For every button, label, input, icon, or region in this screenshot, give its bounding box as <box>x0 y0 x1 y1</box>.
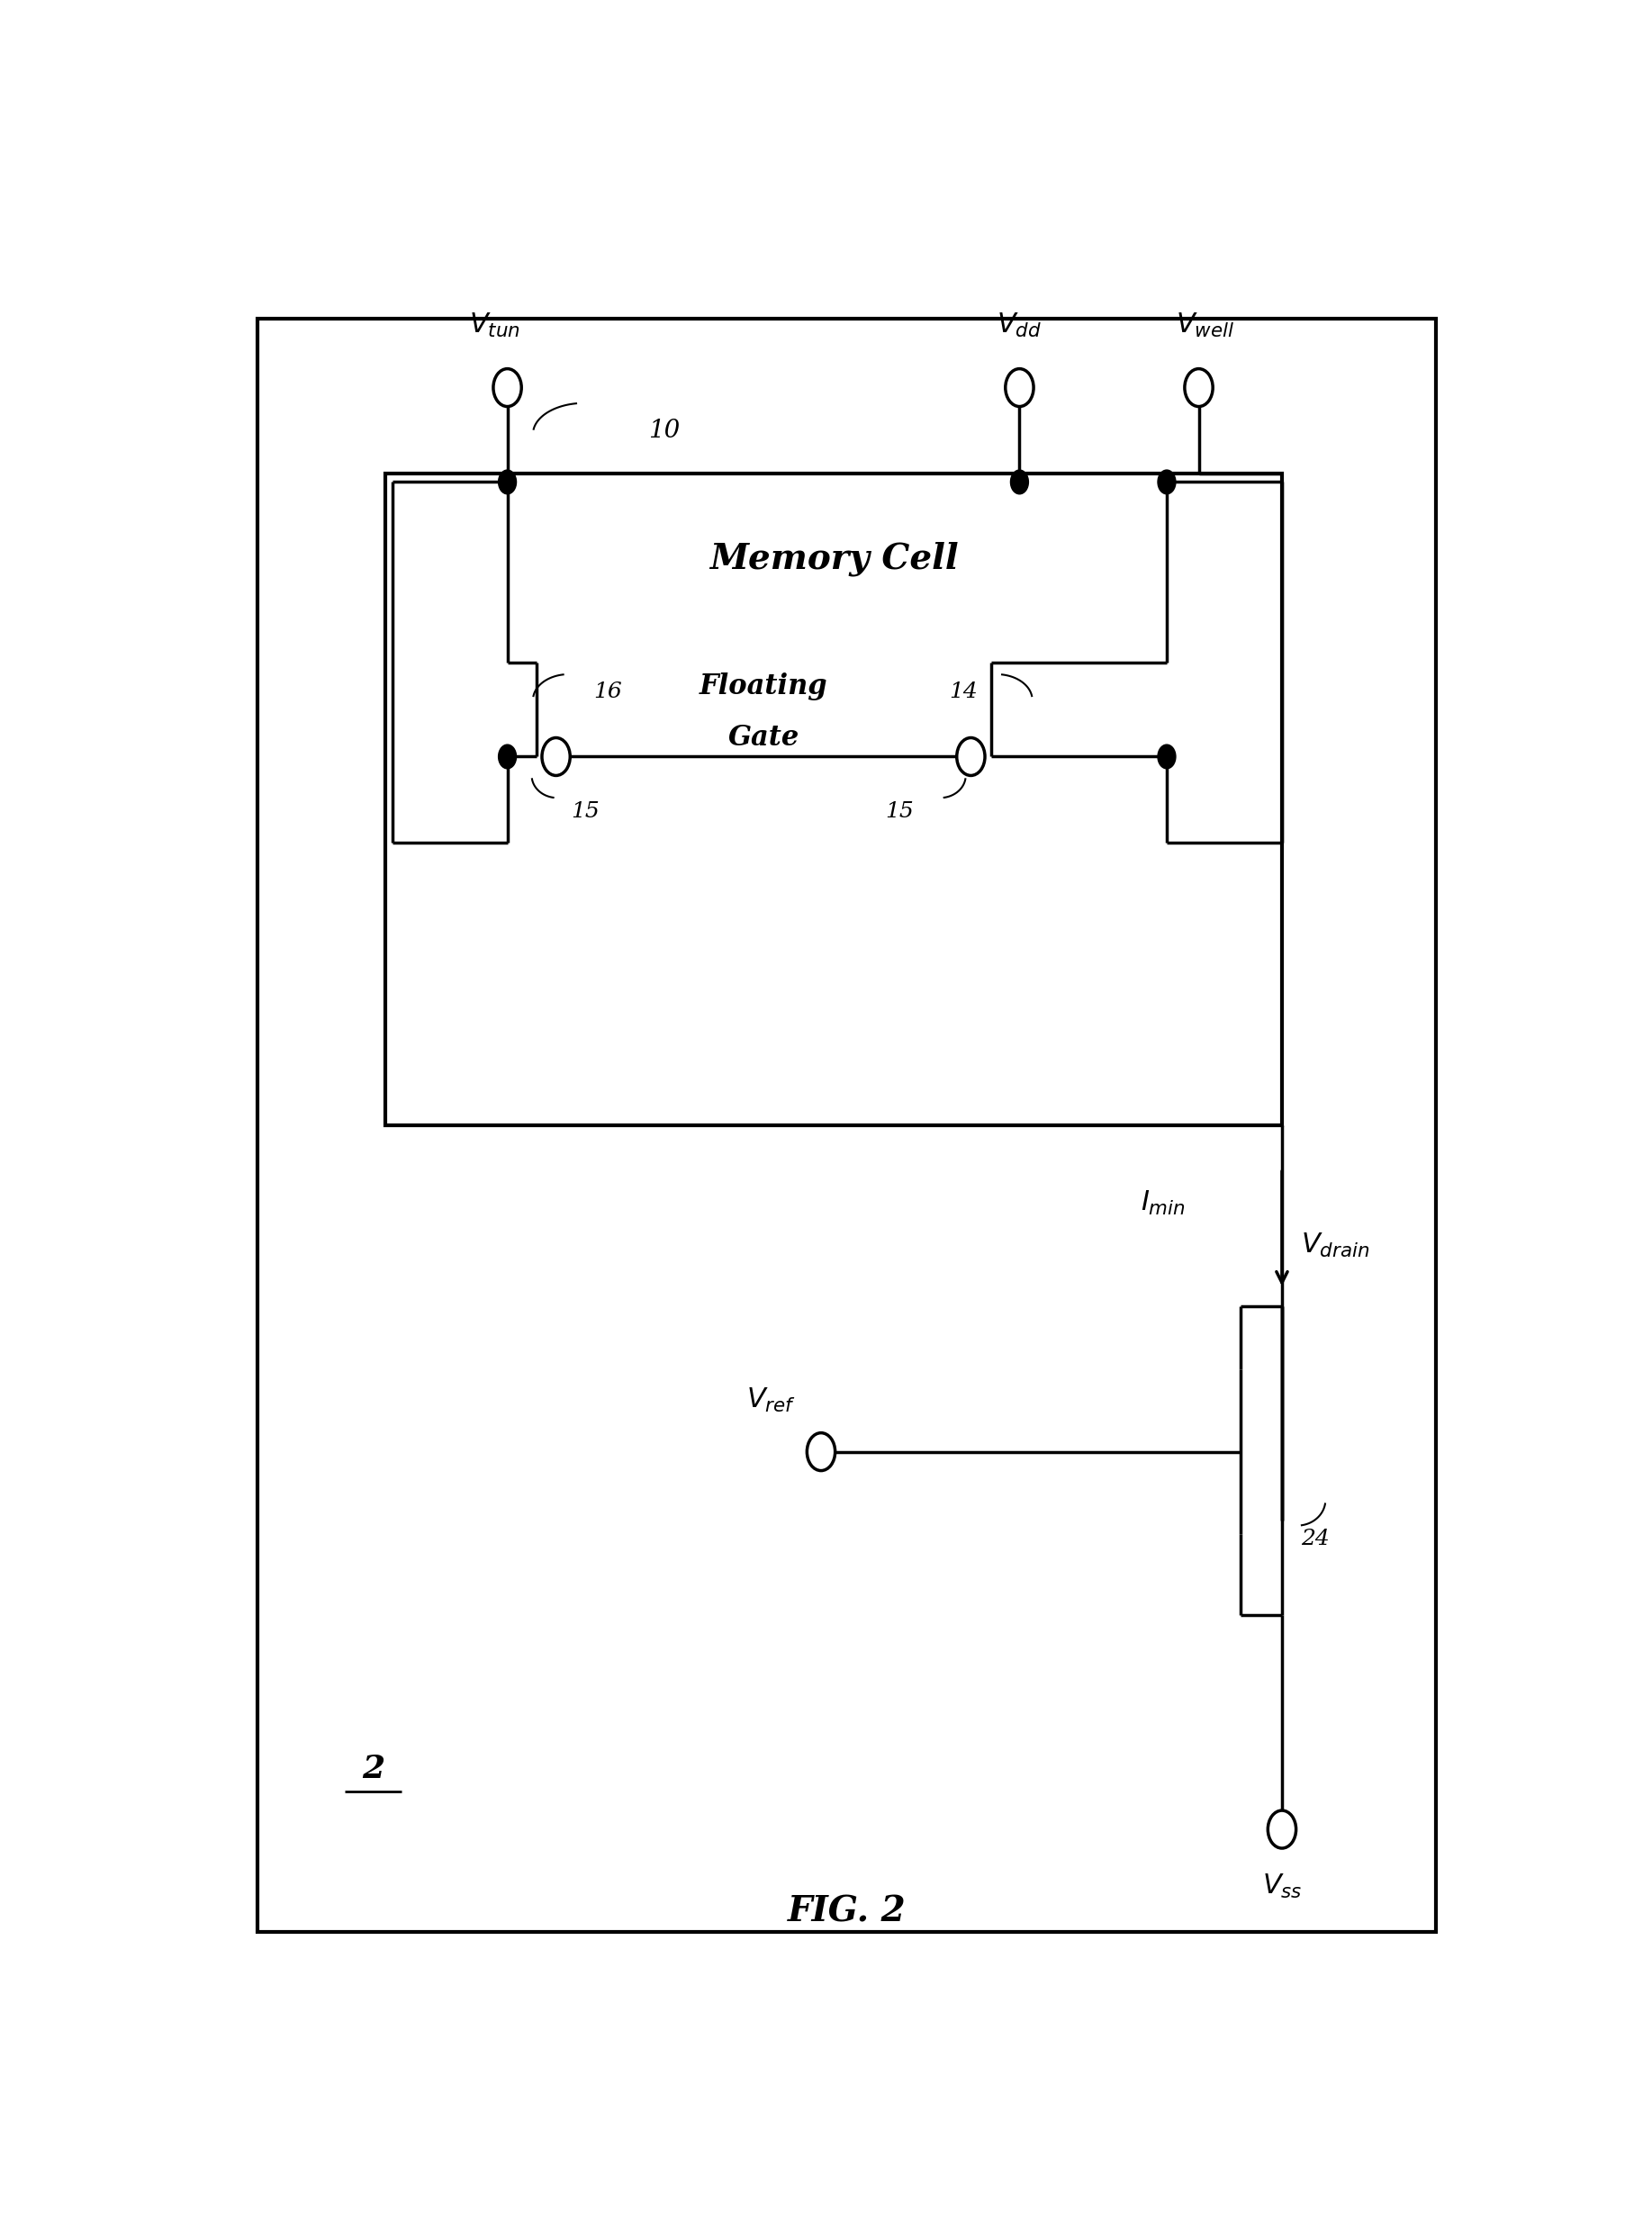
Circle shape <box>957 738 985 776</box>
Circle shape <box>1011 470 1029 495</box>
Text: $V_{ref}$: $V_{ref}$ <box>747 1386 795 1413</box>
Circle shape <box>1267 1810 1297 1848</box>
Text: 16: 16 <box>593 682 621 702</box>
Circle shape <box>542 738 570 776</box>
Circle shape <box>499 744 517 769</box>
Text: 15: 15 <box>572 800 600 823</box>
Text: 2: 2 <box>362 1754 385 1785</box>
Text: $V_{dd}$: $V_{dd}$ <box>996 312 1042 339</box>
Text: 10: 10 <box>648 419 681 444</box>
Bar <box>387 473 1282 1126</box>
Text: FIG. 2: FIG. 2 <box>788 1895 905 1928</box>
Circle shape <box>499 470 517 495</box>
Text: 15: 15 <box>885 800 914 823</box>
Text: Gate: Gate <box>729 724 800 751</box>
Text: Floating: Floating <box>699 673 828 700</box>
Text: $I_{min}$: $I_{min}$ <box>1142 1188 1186 1217</box>
Circle shape <box>1158 470 1176 495</box>
Circle shape <box>806 1433 836 1471</box>
Circle shape <box>1006 368 1034 406</box>
Circle shape <box>1158 744 1176 769</box>
Circle shape <box>1184 368 1213 406</box>
Circle shape <box>494 368 522 406</box>
Text: 14: 14 <box>948 682 978 702</box>
Text: 24: 24 <box>1302 1529 1330 1549</box>
Text: Memory Cell: Memory Cell <box>709 542 958 577</box>
Text: $V_{ss}$: $V_{ss}$ <box>1262 1872 1302 1901</box>
Text: $V_{tun}$: $V_{tun}$ <box>469 312 520 339</box>
Text: $V_{well}$: $V_{well}$ <box>1176 312 1234 339</box>
Text: $V_{drain}$: $V_{drain}$ <box>1302 1233 1370 1259</box>
